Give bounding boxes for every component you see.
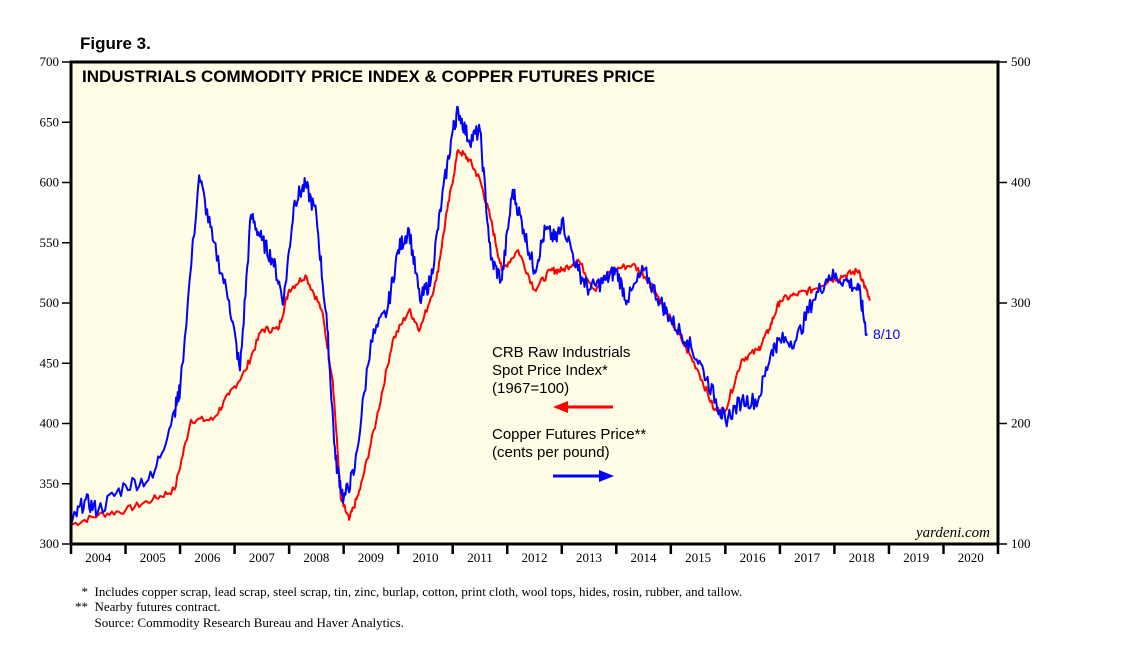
footnote-2: ** Nearby futures contract. xyxy=(60,599,220,615)
annotation-8-10: 8/10 xyxy=(873,326,900,342)
x-tick-label: 2006 xyxy=(194,550,221,565)
x-tick-label: 2017 xyxy=(794,550,821,565)
x-tick-label: 2014 xyxy=(631,550,658,565)
legend-red-line-1: CRB Raw Industrials xyxy=(492,344,630,361)
plot-area xyxy=(71,62,998,544)
chart-title: INDUSTRIALS COMMODITY PRICE INDEX & COPP… xyxy=(82,67,655,86)
x-tick-label: 2019 xyxy=(903,550,929,565)
legend-blue-arrow-icon xyxy=(553,470,614,482)
x-tick-label: 2018 xyxy=(849,550,875,565)
legend-red-line-2: Spot Price Index* xyxy=(492,362,608,379)
x-tick-label: 2020 xyxy=(958,550,984,565)
left-tick-label: 400 xyxy=(40,416,60,431)
x-tick-label: 2010 xyxy=(412,550,438,565)
watermark: yardeni.com xyxy=(914,525,990,541)
x-tick-label: 2011 xyxy=(467,550,493,565)
x-tick-label: 2013 xyxy=(576,550,602,565)
figure-label: Figure 3. xyxy=(80,34,151,53)
footnote-mark: ** xyxy=(75,599,88,614)
footnote-mark: * xyxy=(81,584,89,599)
footnote-text: Nearby futures contract. xyxy=(94,599,221,614)
footnote-text: Includes copper scrap, lead scrap, steel… xyxy=(94,584,743,599)
right-tick-label: 300 xyxy=(1011,295,1031,310)
right-tick-label: 200 xyxy=(1011,416,1031,431)
right-tick-label: 500 xyxy=(1011,54,1031,69)
footnote-source: Source: Commodity Research Bureau and Ha… xyxy=(60,615,404,631)
x-tick-label: 2012 xyxy=(522,550,548,565)
right-tick-label: 100 xyxy=(1011,536,1031,551)
x-tick-label: 2009 xyxy=(358,550,384,565)
series-line-crb xyxy=(70,149,871,527)
footnote-1: * Includes copper scrap, lead scrap, ste… xyxy=(60,584,743,600)
left-tick-label: 500 xyxy=(40,295,60,310)
x-tick-label: 2008 xyxy=(303,550,329,565)
x-tick-label: 2004 xyxy=(85,550,112,565)
left-tick-label: 450 xyxy=(40,355,60,370)
chart: INDUSTRIALS COMMODITY PRICE INDEX & COPP… xyxy=(40,54,1031,565)
left-tick-label: 550 xyxy=(40,235,60,250)
left-tick-label: 700 xyxy=(40,54,60,69)
right-tick-label: 400 xyxy=(1011,175,1031,190)
x-tick-label: 2005 xyxy=(140,550,166,565)
x-tick-label: 2016 xyxy=(740,550,767,565)
left-tick-label: 600 xyxy=(40,175,60,190)
x-tick-label: 2015 xyxy=(685,550,711,565)
footnote-text: Source: Commodity Research Bureau and Ha… xyxy=(94,615,404,630)
legend-blue-line-1: Copper Futures Price** xyxy=(492,426,646,443)
left-tick-label: 350 xyxy=(40,476,60,491)
left-tick-label: 300 xyxy=(40,536,60,551)
legend-red-arrow-icon xyxy=(553,401,613,413)
left-tick-label: 650 xyxy=(40,114,60,129)
x-tick-label: 2007 xyxy=(249,550,276,565)
legend-blue-line-2: (cents per pound) xyxy=(492,444,610,461)
series-line-copper xyxy=(70,105,868,526)
legend-red-line-3: (1967=100) xyxy=(492,380,569,397)
